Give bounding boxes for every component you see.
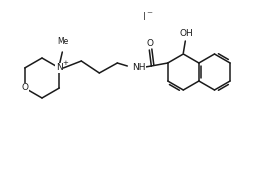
Text: Me: Me [58,37,69,46]
Text: +: + [62,60,68,66]
Text: NH: NH [132,64,146,72]
Text: I$^-$: I$^-$ [142,10,154,22]
Text: O: O [147,38,154,48]
Text: OH: OH [179,28,193,38]
Text: O: O [21,83,28,93]
Text: N: N [56,64,63,72]
